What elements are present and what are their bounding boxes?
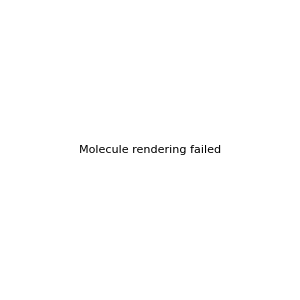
Text: Molecule rendering failed: Molecule rendering failed — [79, 145, 221, 155]
